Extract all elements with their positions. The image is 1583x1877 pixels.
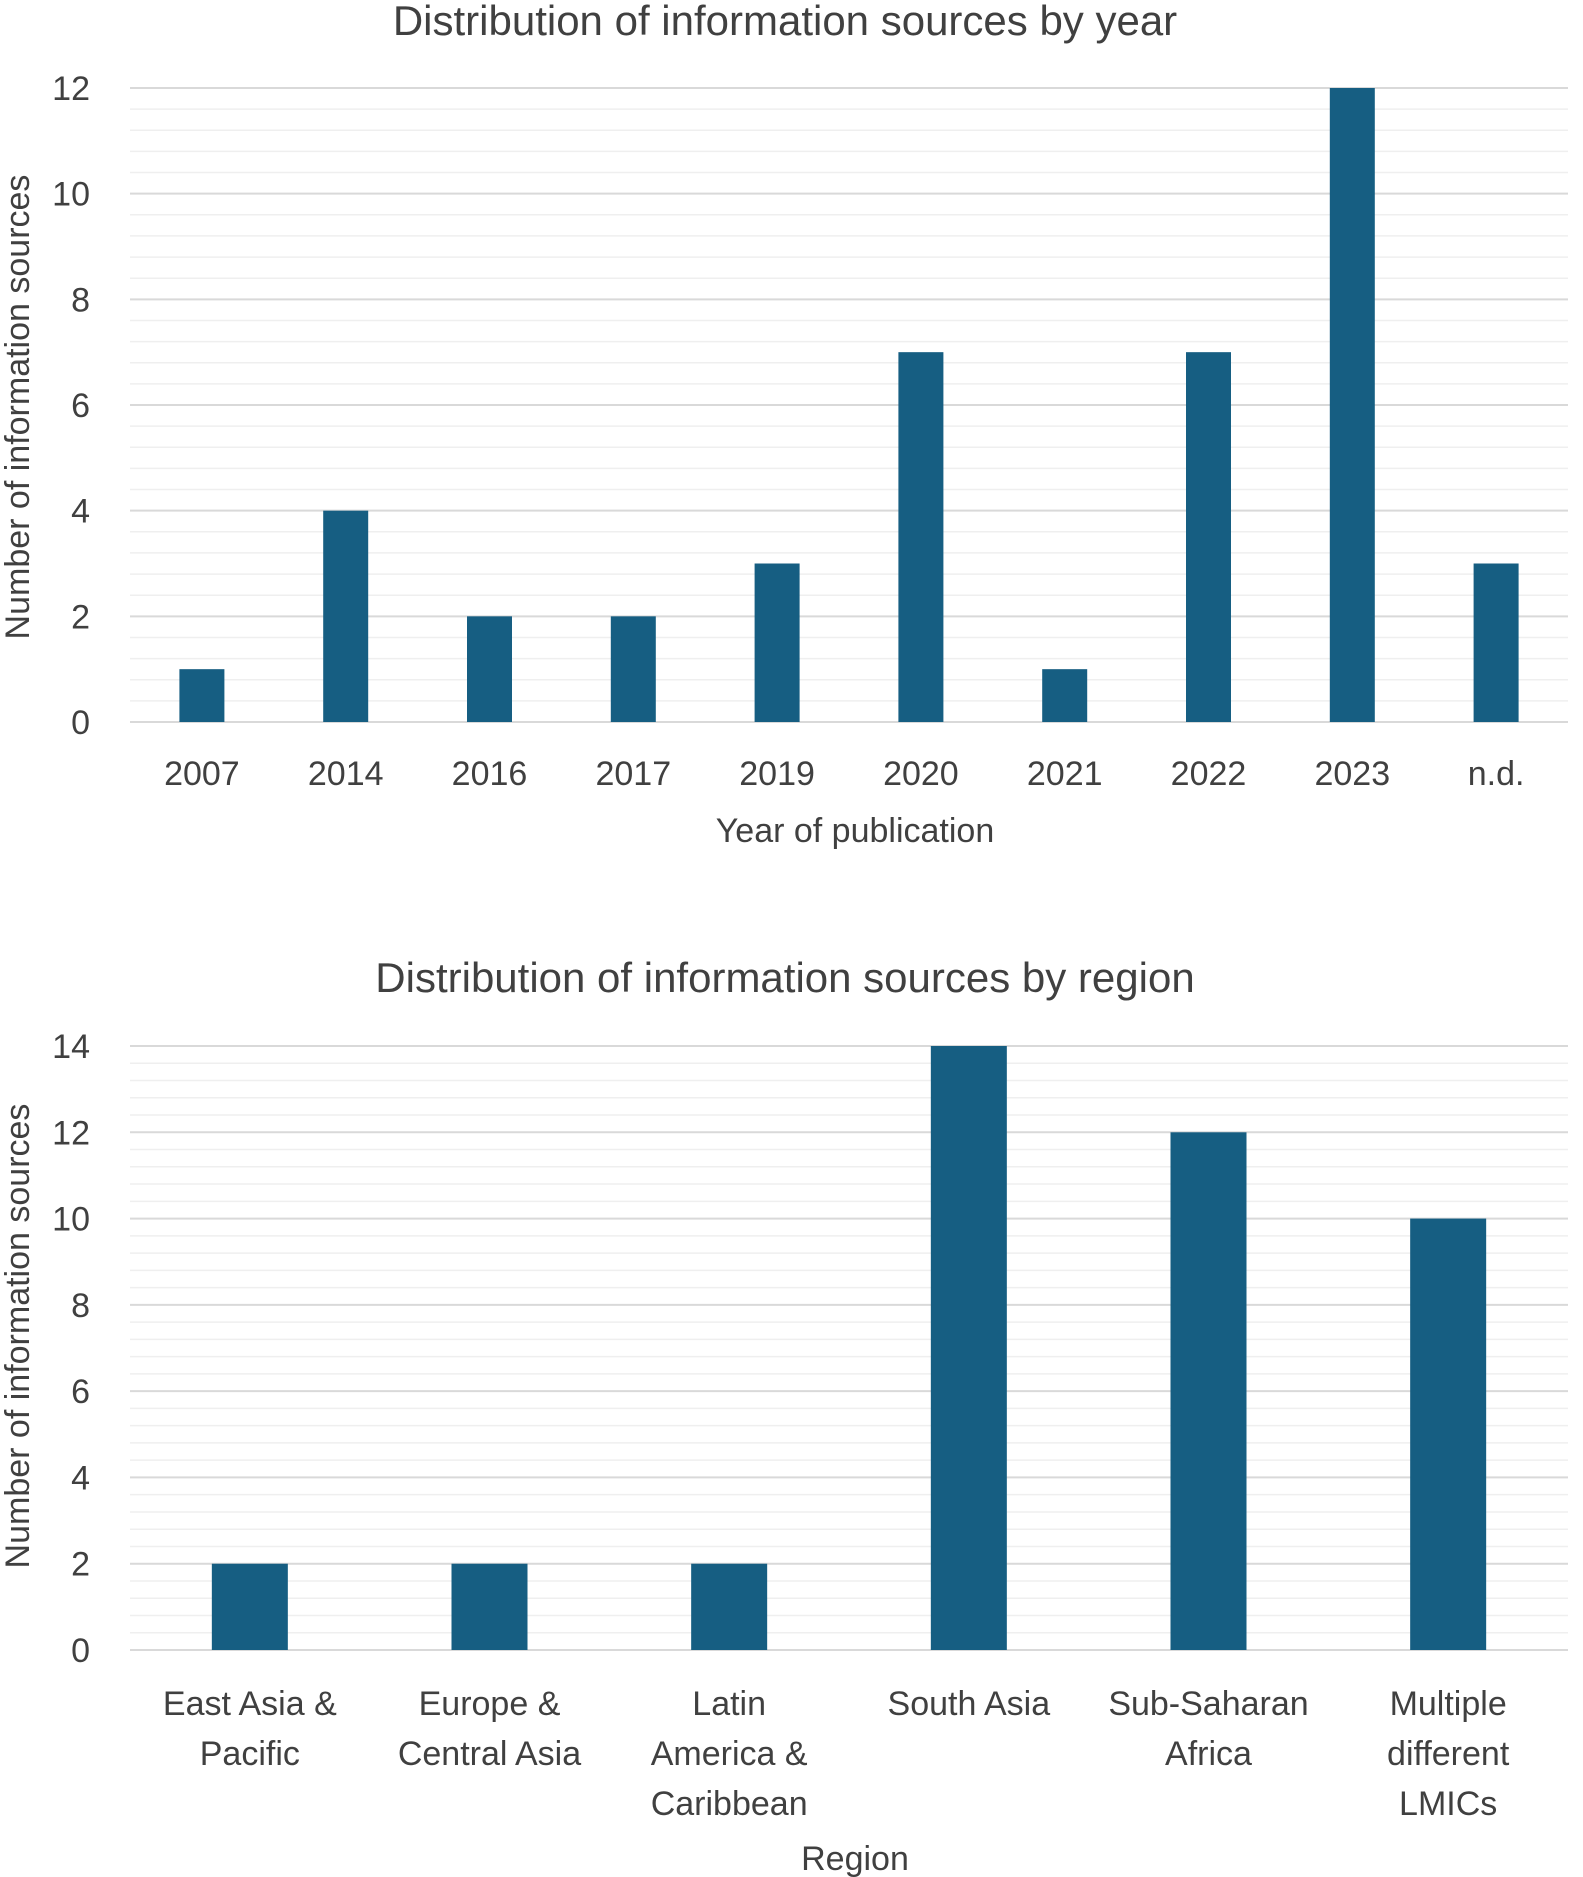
y-tick-label: 14 bbox=[52, 1028, 90, 1066]
bar bbox=[930, 1046, 1007, 1650]
y-tick-label: 8 bbox=[71, 1287, 90, 1325]
y-tick-label: 6 bbox=[71, 1373, 90, 1411]
bar bbox=[451, 1563, 528, 1650]
x-tick-label: 2017 bbox=[595, 755, 671, 793]
bar bbox=[1186, 352, 1231, 722]
x-tick-label: South Asia bbox=[888, 1685, 1051, 1723]
bar bbox=[211, 1563, 288, 1650]
bar bbox=[1329, 88, 1375, 722]
y-tick-label: 6 bbox=[71, 387, 90, 425]
bar bbox=[1410, 1218, 1487, 1650]
x-tick-label: n.d. bbox=[1468, 755, 1525, 793]
x-tick-label: 2007 bbox=[164, 755, 240, 793]
chart-title: Distribution of information sources by y… bbox=[393, 0, 1177, 44]
x-tick-label: Sub-Saharan Africa bbox=[1108, 1685, 1308, 1773]
x-tick-label: Latin America & Caribbean bbox=[651, 1685, 808, 1823]
y-axis-label: Number of information sources bbox=[0, 175, 37, 640]
bar bbox=[179, 669, 225, 722]
y-tick-label: 0 bbox=[71, 1632, 90, 1670]
y-tick-label: 2 bbox=[71, 598, 90, 636]
y-tick-label: 8 bbox=[71, 281, 90, 319]
bar bbox=[754, 563, 800, 722]
bar bbox=[610, 616, 656, 722]
bar bbox=[1042, 669, 1088, 722]
x-tick-label: East Asia & Pacific bbox=[163, 1685, 337, 1773]
x-tick-label: 2020 bbox=[883, 755, 959, 793]
bar bbox=[898, 352, 944, 722]
x-tick-label: 2019 bbox=[739, 755, 815, 793]
chart-by-region: Distribution of information sources by r… bbox=[0, 954, 1568, 1877]
bar bbox=[467, 616, 512, 722]
bar bbox=[1170, 1132, 1247, 1650]
bar bbox=[691, 1563, 768, 1650]
y-tick-label: 10 bbox=[52, 1201, 90, 1239]
x-axis-label: Region bbox=[801, 1840, 909, 1877]
y-tick-label: 2 bbox=[71, 1546, 90, 1584]
y-axis-label: Number of information sources bbox=[0, 1104, 37, 1569]
y-tick-label: 12 bbox=[52, 70, 90, 108]
x-tick-label: 2016 bbox=[452, 755, 528, 793]
x-tick-label: Multiple different LMICs bbox=[1387, 1685, 1510, 1823]
x-axis-label: Year of publication bbox=[716, 812, 995, 850]
x-tick-label: Europe & Central Asia bbox=[398, 1685, 581, 1773]
x-tick-label: 2014 bbox=[308, 755, 384, 793]
y-tick-label: 4 bbox=[71, 493, 90, 531]
bar bbox=[323, 510, 369, 722]
bar bbox=[1473, 563, 1519, 722]
y-tick-label: 0 bbox=[71, 704, 90, 742]
x-tick-label: 2021 bbox=[1027, 755, 1103, 793]
y-tick-label: 10 bbox=[52, 176, 90, 214]
x-tick-label: 2023 bbox=[1314, 755, 1390, 793]
chart-title: Distribution of information sources by r… bbox=[375, 954, 1194, 1001]
chart-by-year: Distribution of information sources by y… bbox=[0, 0, 1568, 850]
y-tick-label: 12 bbox=[52, 1114, 90, 1152]
x-tick-label: 2022 bbox=[1171, 755, 1247, 793]
y-tick-label: 4 bbox=[71, 1459, 90, 1497]
